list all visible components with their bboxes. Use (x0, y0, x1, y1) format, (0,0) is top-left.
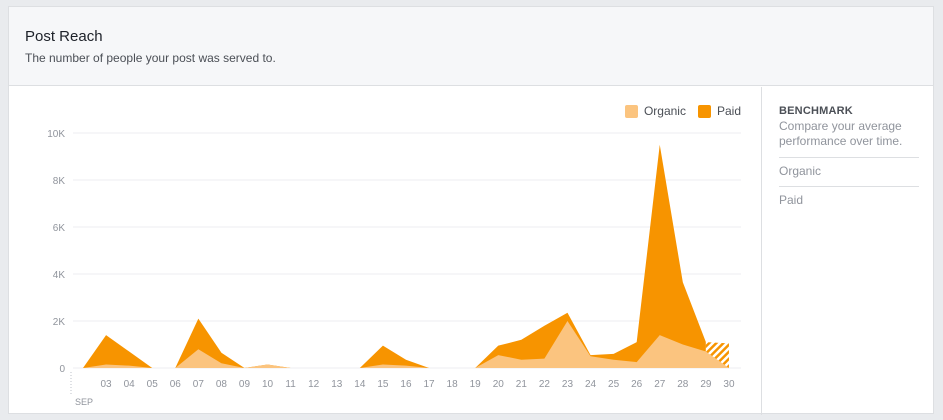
chart-legend: Organic Paid (613, 104, 741, 118)
svg-text:17: 17 (423, 379, 435, 390)
benchmark-paid-option[interactable]: Paid (779, 193, 804, 207)
svg-text:05: 05 (147, 379, 159, 390)
card-subtitle: The number of people your post was serve… (25, 51, 276, 65)
chart-area: Organic Paid 0 2K 4K 6K 8K 10K 03 04 05 06 07 08 09 1… (9, 87, 761, 415)
svg-text:8K: 8K (53, 176, 66, 187)
svg-text:04: 04 (124, 379, 136, 390)
svg-text:25: 25 (608, 379, 620, 390)
svg-text:6K: 6K (53, 223, 66, 234)
svg-text:03: 03 (101, 379, 113, 390)
svg-text:20: 20 (493, 379, 505, 390)
svg-text:26: 26 (631, 379, 643, 390)
svg-text:23: 23 (562, 379, 574, 390)
svg-text:14: 14 (354, 379, 366, 390)
legend-item-organic[interactable]: Organic (624, 104, 686, 118)
svg-text:21: 21 (516, 379, 528, 390)
benchmark-organic-option[interactable]: Organic (779, 164, 822, 178)
svg-text:27: 27 (654, 379, 666, 390)
svg-text:4K: 4K (53, 270, 66, 281)
svg-text:13: 13 (331, 379, 343, 390)
svg-text:10K: 10K (47, 129, 65, 140)
svg-text:08: 08 (216, 379, 228, 390)
benchmark-title: BENCHMARK (779, 105, 853, 117)
post-reach-card: Post Reach The number of people your pos… (8, 6, 935, 415)
svg-text:18: 18 (447, 379, 459, 390)
card-title: Post Reach (25, 28, 103, 45)
legend-organic-label: Organic (643, 104, 686, 118)
legend-paid-label: Paid (716, 104, 741, 118)
svg-text:30: 30 (723, 379, 735, 390)
reach-area-chart[interactable]: 0 2K 4K 6K 8K 10K 03 04 05 06 07 08 09 10 11 12 13 14 15 16… (9, 87, 761, 415)
svg-text:28: 28 (677, 379, 689, 390)
paid-swatch-icon (697, 104, 711, 118)
svg-text:16: 16 (400, 379, 412, 390)
svg-text:0: 0 (59, 364, 65, 375)
svg-text:SEP: SEP (75, 397, 93, 407)
svg-text:15: 15 (377, 379, 389, 390)
svg-text:29: 29 (700, 379, 712, 390)
benchmark-panel: BENCHMARK Compare your average performan… (761, 87, 935, 415)
card-header: Post Reach The number of people your pos… (9, 7, 933, 86)
svg-text:24: 24 (585, 379, 597, 390)
svg-text:22: 22 (539, 379, 551, 390)
organic-swatch-icon (624, 104, 638, 118)
svg-text:10: 10 (262, 379, 274, 390)
svg-text:2K: 2K (53, 317, 66, 328)
svg-text:11: 11 (285, 379, 296, 390)
svg-text:09: 09 (239, 379, 251, 390)
divider (779, 157, 919, 158)
svg-text:06: 06 (170, 379, 182, 390)
svg-text:07: 07 (193, 379, 205, 390)
divider (779, 186, 919, 187)
legend-item-paid[interactable]: Paid (697, 104, 741, 118)
svg-text:19: 19 (470, 379, 482, 390)
svg-text:12: 12 (308, 379, 320, 390)
benchmark-description: Compare your average performance over ti… (779, 119, 903, 148)
